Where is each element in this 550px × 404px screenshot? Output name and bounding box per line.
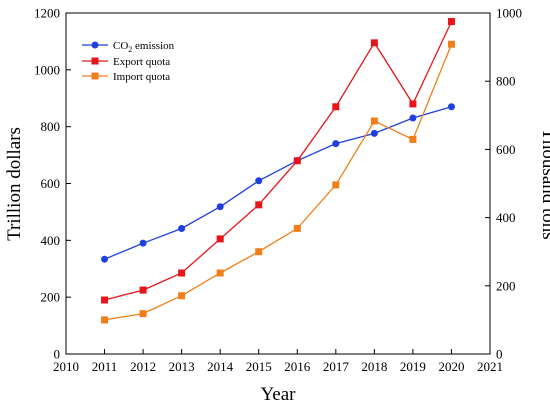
legend-label-co2-sub: 2 [128,45,132,54]
x-tick-label: 2015 [246,359,272,374]
export-quota-point [216,235,224,243]
export-quota-point [101,296,109,304]
y-tick-label-right: 200 [496,278,516,293]
x-tick-label: 2018 [361,359,387,374]
legend-marker-export [91,57,99,65]
legend-label-export: Export quota [113,56,170,68]
x-tick-label: 2020 [438,359,464,374]
legend-label-co2-main: CO [113,40,128,52]
import-quota-point [216,269,224,277]
y-tick-label-left: 200 [41,290,61,305]
x-tick-label: 2017 [323,359,350,374]
co2-emission-point [216,203,224,211]
import-quota-line [104,44,453,321]
export-quota-point [409,100,417,108]
import-quota-point [293,224,301,232]
co2-emission-point [101,255,109,263]
y-tick-label-left: 400 [41,233,61,248]
legend-marker-import [91,72,99,80]
export-quota-point [370,39,378,47]
y-tick-label-right: 800 [496,74,516,89]
co2-emission-point [409,114,417,122]
export-quota-point [255,201,263,209]
import-quota-point [370,117,378,125]
y-tick-label-right: 400 [496,210,516,225]
y-tick-label-left: 1200 [34,6,60,21]
import-quota-point [255,248,263,256]
x-tick-label: 2016 [284,359,311,374]
y-tick-label-right: 600 [496,142,516,157]
legend: CO2 emission Export quota Import quota [82,40,175,83]
x-tick-label: 2013 [169,359,195,374]
import-quota-point [332,181,340,189]
import-quota-point [178,292,186,300]
x-tick-label: 2012 [130,359,156,374]
import-quota-point [447,40,455,48]
export-quota-point [332,103,340,111]
y-tick-label-left: 800 [41,119,61,134]
export-quota-point [178,269,186,277]
series-layer [101,18,455,324]
legend-label-co2: CO2 emission [113,40,175,54]
import-quota-point [101,316,109,324]
legend-marker-co2 [91,41,99,49]
x-axis-title: Year [260,384,296,404]
axis-ticks: 2010 2011 2012 2013 2014 2015 2016 2017 2018 2019… [34,6,522,375]
y-axis-title-right: Thousand tons [538,128,550,239]
y-axis-title-left: Trillion dollars [4,127,25,241]
y-tick-label-left: 0 [54,347,61,362]
co2-emission-point [255,177,263,185]
co2-emission-line [104,106,452,260]
co2-emission-point [139,239,147,247]
y-tick-label-right: 0 [496,347,503,362]
co2-emission-point [332,140,340,148]
import-quota-point [139,310,147,318]
co2-emission-point [178,225,186,233]
co2-emission-point [447,103,455,111]
export-quota-point [139,286,147,294]
y-tick-label-left: 600 [41,176,61,191]
x-tick-label: 2010 [53,359,79,374]
x-tick-label: 2019 [400,359,426,374]
legend-label-co2-rest: emission [132,40,174,52]
x-tick-label: 2014 [207,359,234,374]
export-quota-line [104,21,453,301]
x-tick-label: 2011 [92,359,118,374]
co2-emission-point [370,129,378,137]
export-quota-point [447,18,455,26]
import-quota-point [409,135,417,143]
export-quota-point [293,157,301,165]
y-tick-label-left: 1000 [34,62,60,77]
y-tick-label-right: 1000 [496,6,522,21]
legend-label-import: Import quota [113,71,170,83]
x-tick-label: 2021 [477,359,503,374]
